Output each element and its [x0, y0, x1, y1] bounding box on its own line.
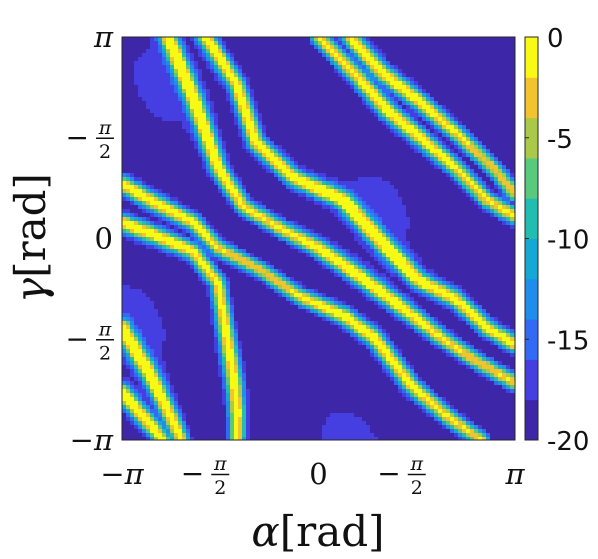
plot-frame: [121, 36, 516, 441]
y-tick-label-3-denominator: 2: [99, 342, 111, 364]
y-tick-label-1-sign: −: [66, 121, 89, 154]
x-tick-labels: −π − π2 0− π2 π: [100, 453, 525, 499]
x-tick-label-3-denominator: 2: [411, 477, 423, 499]
x-tick-label-4-text: π: [504, 457, 525, 491]
y-tick-label-0-text: π: [93, 20, 114, 54]
x-tick-label-1-numerator: π: [213, 453, 227, 475]
y-tick-label-1-denominator: 2: [99, 141, 111, 163]
x-tick-label-3-sign: −: [377, 457, 400, 490]
colorbar-tick-label-4: -20: [547, 427, 589, 457]
colorbar-band-2: [525, 319, 538, 360]
colorbar-tick-label-0: 0: [547, 24, 564, 54]
colorbar-band-3: [525, 278, 538, 320]
x-axis-symbol: α: [251, 507, 279, 556]
y-tick-label-2: 0: [95, 222, 113, 256]
y-tick-labels: π− π20− π2−π: [66, 20, 114, 457]
colorbar-tick-label-3: -15: [547, 326, 589, 356]
x-tick-label-1-denominator: 2: [214, 477, 226, 499]
y-tick-label-3-sign: −: [66, 322, 89, 355]
x-tick-label-1: − π2: [181, 453, 230, 499]
x-tick-label-2: 0: [309, 457, 327, 491]
colorbar-band-9: [525, 37, 538, 78]
colorbar-band-1: [525, 359, 538, 401]
y-tick-label-1-numerator: π: [98, 117, 112, 139]
y-axis-unit: [rad]: [6, 173, 55, 278]
x-axis-unit: [rad]: [280, 507, 385, 556]
y-tick-label-3: − π2: [66, 318, 114, 364]
x-tick-label-3: − π2: [377, 453, 426, 499]
colorbar-band-6: [525, 157, 538, 199]
y-axis-symbol: γ: [6, 277, 55, 303]
y-tick-label-1: − π2: [66, 117, 114, 163]
y-axis-label: γ[rad]: [6, 173, 55, 303]
x-tick-label-4: π: [504, 457, 525, 491]
y-tick-label-2-text: 0: [95, 222, 113, 256]
colorbar-band-8: [525, 77, 538, 119]
x-tick-label-0: −π: [100, 457, 144, 491]
colorbar-tick-label-1: -5: [547, 125, 573, 155]
colorbar: 0 -5 -10 -15 -20: [524, 24, 589, 457]
heatmap: [122, 37, 515, 440]
colorbar-band-5: [525, 198, 538, 239]
x-tick-label-3-numerator: π: [410, 453, 424, 475]
y-tick-label-4: −π: [70, 423, 114, 457]
x-tick-label-1-sign: −: [181, 457, 204, 490]
y-tick-label-3-numerator: π: [98, 318, 112, 340]
x-tick-label-2-text: 0: [309, 457, 327, 491]
colorbar-band-4: [525, 238, 538, 280]
colorbar-band-0: [525, 399, 538, 441]
y-tick-label-0: π: [93, 20, 114, 54]
x-tick-label-0-text: −π: [100, 457, 144, 491]
y-tick-label-4-text: −π: [70, 423, 114, 457]
x-axis-label: α[rad]: [251, 507, 384, 556]
colorbar-band-7: [525, 117, 538, 159]
colorbar-tick-label-2: -10: [547, 226, 589, 256]
